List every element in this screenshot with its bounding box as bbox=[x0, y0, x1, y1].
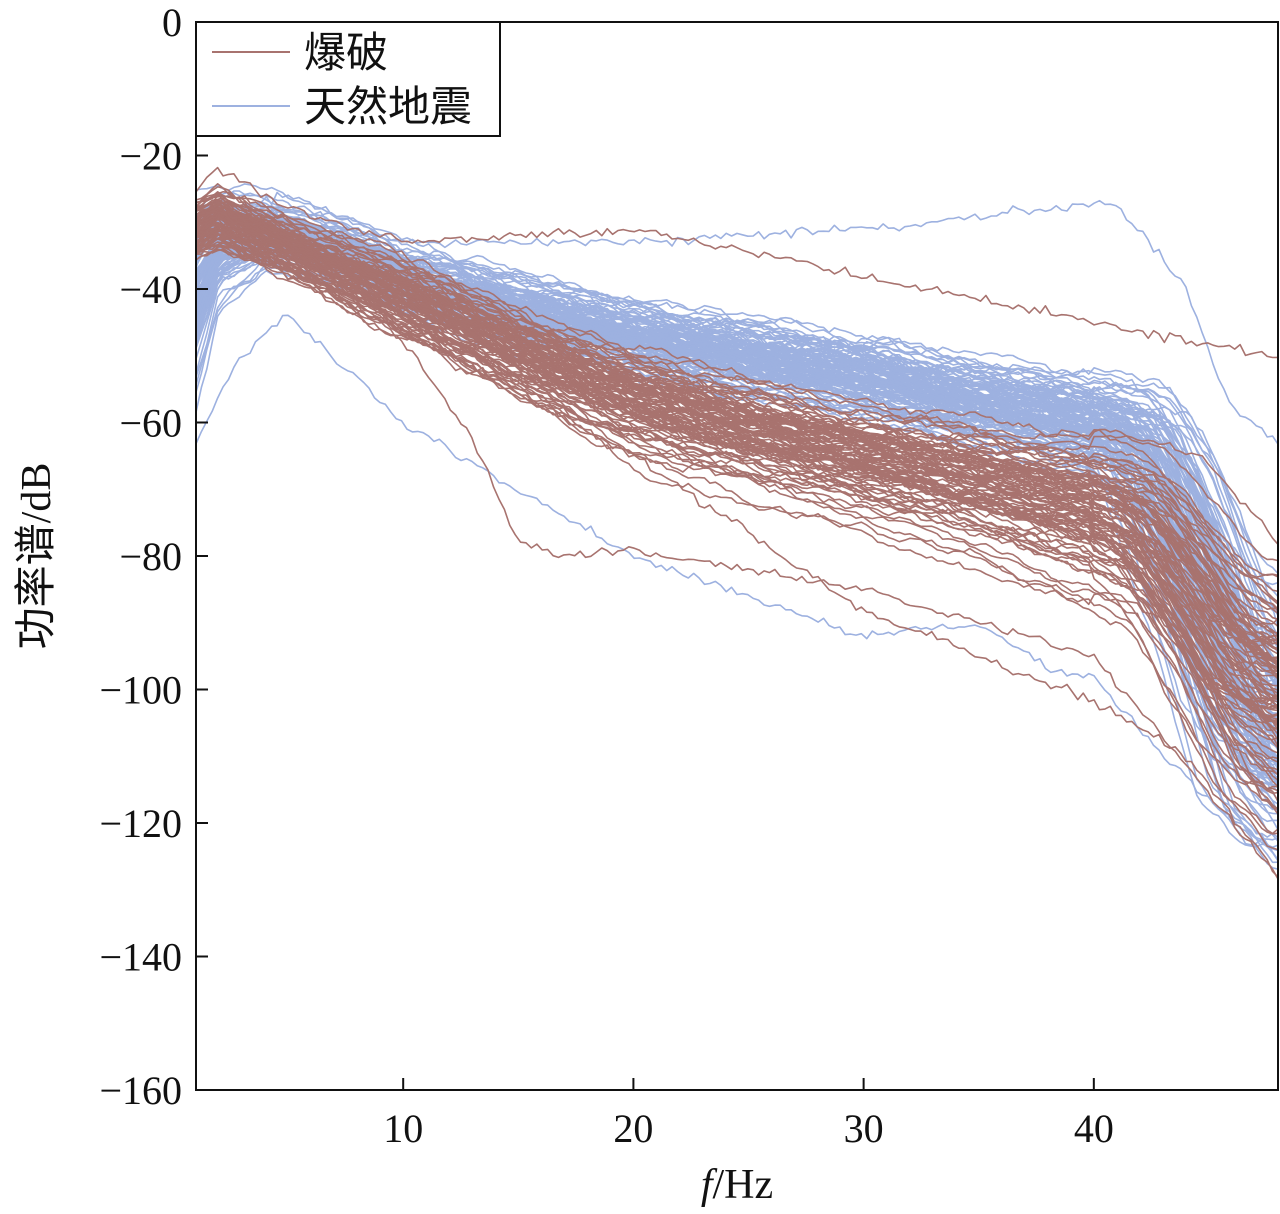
x-tick-label: 10 bbox=[383, 1106, 423, 1151]
blast-spectrum-line bbox=[195, 222, 1279, 643]
earthquake-spectrum-line bbox=[195, 191, 1279, 445]
blast-spectrum-line bbox=[195, 202, 1279, 707]
y-tick-label: −20 bbox=[119, 134, 182, 179]
x-tick-label: 20 bbox=[613, 1106, 653, 1151]
series-layer bbox=[195, 166, 1279, 880]
y-tick-label: −160 bbox=[99, 1068, 182, 1113]
blast-spectrum-line bbox=[195, 194, 1279, 605]
y-axis: 0 −20 −40 −60 −80 −100 −120 −140 −160 bbox=[99, 0, 208, 1113]
earthquake-spectrum-line bbox=[195, 229, 1279, 815]
x-tick-label: 30 bbox=[844, 1106, 884, 1151]
blast-spectrum-line bbox=[195, 222, 1279, 645]
blast-spectrum-line bbox=[195, 216, 1279, 650]
blast-spectrum-line bbox=[195, 232, 1279, 878]
blast-spectrum-line bbox=[195, 226, 1279, 802]
legend-box bbox=[195, 21, 501, 137]
earthquake-spectrum-line bbox=[195, 183, 1279, 709]
y-tick-label: −140 bbox=[99, 935, 182, 980]
blast-spectrum-line bbox=[195, 224, 1279, 697]
blast-spectrum-line bbox=[195, 227, 1279, 701]
blast-spectrum-line bbox=[195, 191, 1279, 562]
y-tick-label: −80 bbox=[119, 534, 182, 579]
x-axis-label: f/Hz bbox=[701, 1162, 773, 1208]
y-tick-label: −60 bbox=[119, 401, 182, 446]
legend-label-earthquake: 天然地震 bbox=[304, 84, 472, 131]
blast-spectrum-line bbox=[195, 238, 1279, 795]
blast-spectrum-line bbox=[195, 211, 1279, 811]
y-tick-label: −100 bbox=[99, 668, 182, 713]
y-tick-label: −40 bbox=[119, 267, 182, 312]
blast-spectrum-line bbox=[195, 218, 1279, 620]
blast-spectrum-line bbox=[195, 228, 1279, 662]
blast-spectrum-line bbox=[195, 227, 1279, 776]
blast-spectrum-line bbox=[195, 235, 1279, 669]
blast-spectrum-line bbox=[195, 218, 1279, 880]
blast-spectrum-line bbox=[195, 166, 1279, 359]
earthquake-spectrum-line bbox=[195, 208, 1279, 575]
blast-spectrum-line bbox=[195, 237, 1279, 714]
blast-spectrum-line bbox=[195, 233, 1279, 851]
x-axis-label-unit: /Hz bbox=[713, 1162, 774, 1208]
blast-spectrum-line bbox=[195, 191, 1279, 672]
legend: 爆破 天然地震 bbox=[195, 21, 501, 137]
earthquake-spectrum-line bbox=[195, 200, 1279, 787]
blast-spectrum-line bbox=[195, 207, 1279, 660]
legend-label-blast: 爆破 bbox=[304, 31, 388, 77]
earthquake-spectrum-line bbox=[195, 314, 1279, 862]
y-tick-label: −120 bbox=[99, 801, 182, 846]
y-tick-label: 0 bbox=[162, 0, 182, 45]
x-axis: 10 20 30 40 bbox=[383, 1078, 1114, 1151]
blast-spectrum-line bbox=[195, 201, 1279, 810]
earthquake-spectrum-line bbox=[195, 222, 1279, 684]
blast-spectrum-line bbox=[195, 209, 1279, 700]
blast-spectrum-line bbox=[195, 226, 1279, 610]
blast-spectrum-line bbox=[195, 183, 1279, 771]
y-axis-label: 功率谱/dB bbox=[13, 463, 60, 650]
plot-frame bbox=[195, 21, 1279, 1091]
x-tick-label: 40 bbox=[1074, 1106, 1114, 1151]
